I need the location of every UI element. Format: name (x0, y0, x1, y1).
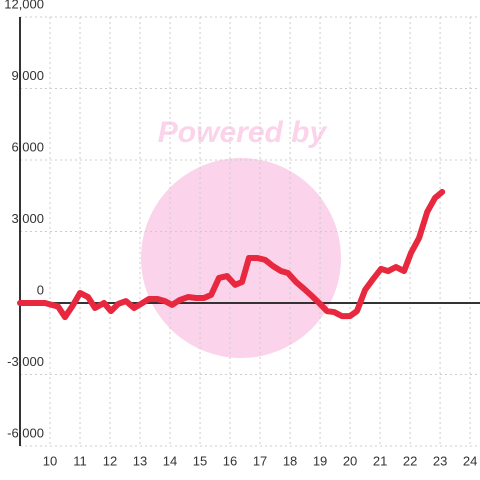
y-tick-label: -3,000 (7, 354, 44, 369)
x-tick-label: 22 (403, 453, 417, 468)
x-tick-label: 21 (373, 453, 387, 468)
y-tick-label: 12,000 (4, 0, 44, 11)
x-tick-label: 20 (343, 453, 357, 468)
watermark: Powered by (158, 116, 328, 149)
y-tick-label: 0 (37, 282, 44, 297)
x-tick-label: 12 (103, 453, 117, 468)
x-tick-label: 16 (223, 453, 237, 468)
x-tick-label: 11 (73, 453, 87, 468)
x-tick-label: 18 (283, 453, 297, 468)
x-tick-label: 10 (43, 453, 57, 468)
y-tick-label: -6,000 (7, 425, 44, 440)
x-tick-label: 14 (163, 453, 177, 468)
y-tick-label: 3,000 (11, 211, 44, 226)
x-tick-label: 24 (463, 453, 477, 468)
line (17, 188, 446, 321)
x-tick-label: 23 (433, 453, 447, 468)
y-tick-label: 9,000 (11, 68, 44, 83)
y-tick-label: 6,000 (11, 139, 44, 154)
x-tick-label: 15 (193, 453, 207, 468)
watermark-logo (141, 158, 341, 358)
x-tick-label: 17 (253, 453, 267, 468)
x-tick-label: 13 (133, 453, 147, 468)
x-tick-label: 19 (313, 453, 327, 468)
